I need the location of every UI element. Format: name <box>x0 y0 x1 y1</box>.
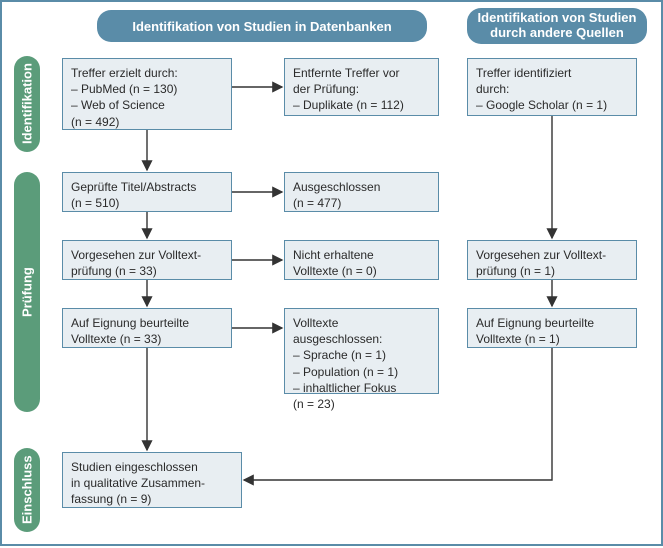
side-screening: Prüfung <box>14 172 40 412</box>
header-label: Identifikation von Studien in Datenbanke… <box>132 19 391 34</box>
box-assessed: Auf Eignung beurteilte Volltexte (n = 33… <box>62 308 232 348</box>
side-label: Identifikation <box>20 64 35 145</box>
box-excluded: Ausgeschlossen (n = 477) <box>284 172 439 212</box>
box-records-identified: Treffer erzielt durch: – PubMed (n = 130… <box>62 58 232 130</box>
box-fulltext-sought-other: Vorgesehen zur Volltext- prüfung (n = 1) <box>467 240 637 280</box>
side-identification: Identifikation <box>14 56 40 152</box>
side-label: Prüfung <box>20 267 35 317</box>
flowchart-canvas: Identifikation von Studien in Datenbanke… <box>0 0 663 546</box>
side-label: Einschluss <box>20 456 35 525</box>
header-databases: Identifikation von Studien in Datenbanke… <box>97 10 427 42</box>
side-inclusion: Einschluss <box>14 448 40 532</box>
box-fulltext-excluded: Volltexte ausgeschlossen: – Sprache (n =… <box>284 308 439 394</box>
box-screened: Geprüfte Titel/Abstracts (n = 510) <box>62 172 232 212</box>
box-fulltext-sought: Vorgesehen zur Volltext- prüfung (n = 33… <box>62 240 232 280</box>
box-other-sources: Treffer identifiziert durch: – Google Sc… <box>467 58 637 116</box>
header-other-sources: Identifikation von Studien durch andere … <box>467 8 647 44</box>
box-not-retrieved: Nicht erhaltene Volltexte (n = 0) <box>284 240 439 280</box>
box-included: Studien eingeschlossen in qualitative Zu… <box>62 452 242 508</box>
header-label: Identifikation von Studien durch andere … <box>478 11 637 41</box>
box-assessed-other: Auf Eignung beurteilte Volltexte (n = 1) <box>467 308 637 348</box>
box-removed-before: Entfernte Treffer vor der Prüfung: – Dup… <box>284 58 439 116</box>
